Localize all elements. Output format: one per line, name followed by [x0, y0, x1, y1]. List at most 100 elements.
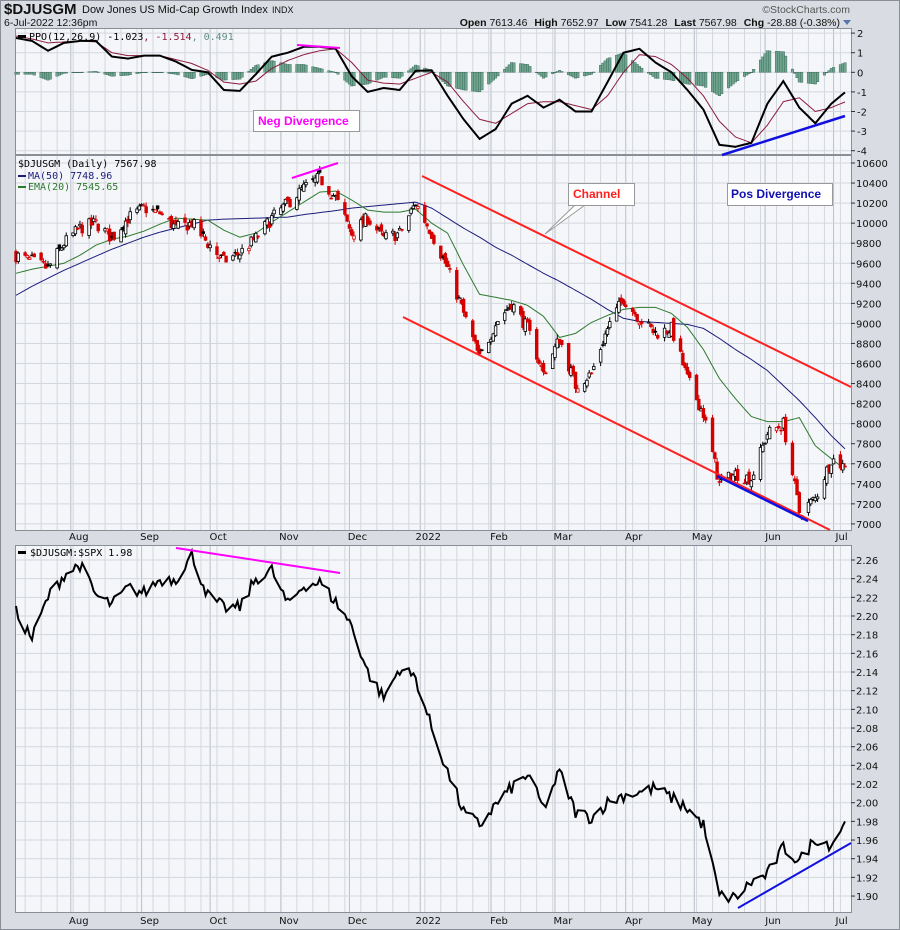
ppo-histogram-bar [128, 72, 132, 76]
candle-body [790, 442, 795, 476]
channel-label: Channel [573, 187, 620, 201]
y-tick-label: -1 [857, 88, 867, 99]
y-tick-label: 8200 [856, 400, 881, 411]
candle-body [779, 429, 783, 432]
ratio-legend-name: $DJUSGM:$SPX 1.98 [30, 548, 132, 559]
candle-body [598, 349, 603, 363]
candle-body [761, 444, 765, 453]
month-label-jul: Jul [835, 532, 848, 543]
ppo-histogram-bar [64, 72, 68, 74]
ppo-histogram-bar [544, 72, 548, 78]
y-tick-label: 1 [857, 49, 863, 60]
candle-body [423, 204, 427, 223]
candle-body [806, 501, 811, 513]
candle-body [352, 235, 356, 240]
candle-body [222, 251, 226, 256]
header: $DJUSGM Dow Jones US Mid-Cap Growth Inde… [4, 1, 851, 29]
ppo-histogram-bar [16, 72, 20, 75]
candle-body [73, 226, 78, 235]
ppo-histogram-bar [144, 72, 148, 74]
ppo-histogram-bar [32, 72, 36, 76]
y-tick-label: 7400 [856, 480, 881, 491]
candle-body [55, 248, 59, 269]
ppo-histogram-bar [448, 72, 452, 87]
candle-body [201, 231, 205, 234]
ppo-histogram-bar [320, 68, 324, 73]
candle-body [411, 205, 416, 209]
candle-body [345, 214, 349, 222]
y-tick-label: 9600 [856, 259, 881, 270]
candle-body [566, 343, 571, 372]
candle-body [199, 219, 203, 237]
candle-body [589, 372, 594, 375]
ppo-histogram-bar [784, 55, 788, 73]
ema20-legend: EMA(20) 7545.65 [28, 182, 118, 193]
ppo-histogram-bar [790, 68, 794, 73]
candle-body [573, 371, 578, 389]
candle-body [283, 198, 288, 205]
candle-body [571, 365, 575, 375]
y-tick-label: 2.02 [856, 780, 878, 791]
candle-body [48, 263, 52, 266]
candle-body [523, 318, 527, 332]
ppo-histogram-bar [176, 72, 180, 76]
y-tick-label: 2.06 [856, 743, 878, 754]
candle-body [365, 216, 370, 225]
neg-divergence-label: Neg Divergence [258, 114, 349, 128]
candle-body [128, 211, 132, 221]
candle-body [637, 322, 642, 326]
y-tick-label: 2.26 [856, 556, 878, 567]
candle-body [59, 247, 64, 251]
candle-body [703, 416, 708, 421]
candle-body [240, 247, 244, 254]
high-label: High [534, 17, 557, 29]
dropdown-arrow-icon[interactable] [843, 20, 851, 25]
candle-body [576, 388, 580, 393]
month-label-apr: Apr [625, 916, 643, 927]
candle-body [270, 215, 274, 225]
ppo-histogram-bar [752, 69, 756, 73]
candle-body [653, 330, 658, 333]
ppo-histogram-bar [331, 71, 335, 73]
ppo-histogram-bar [160, 72, 164, 74]
month-label-mar: Mar [554, 532, 574, 543]
candle-body [185, 225, 189, 231]
pos-divergence-box [727, 183, 833, 206]
candle-body [256, 235, 260, 238]
candle-body [443, 253, 448, 264]
ppo-histogram-bar [688, 72, 692, 85]
candle-body [797, 492, 802, 513]
ratio-neg-divergence-line [175, 547, 341, 574]
ma50-legend-swatch [18, 175, 26, 177]
candle-body [267, 221, 272, 228]
candle-body [585, 379, 589, 387]
candle-body [582, 383, 587, 392]
candle-body [831, 458, 836, 465]
candle-body [28, 257, 32, 260]
ppo-plot [14, 35, 847, 148]
low-label: Low [605, 17, 627, 29]
candle-body [464, 311, 468, 318]
candle-body [71, 232, 75, 237]
y-tick-label: 2.00 [856, 799, 878, 810]
ratio-panel [15, 545, 852, 913]
candle-body [295, 197, 299, 210]
ppo-histogram-bar [240, 72, 244, 78]
candle-body [751, 474, 756, 480]
ppo-histogram-bar [592, 71, 596, 73]
ppo-histogram-bar [512, 62, 516, 73]
month-label-jun: Jun [764, 532, 781, 543]
candle-body [80, 224, 84, 234]
hist-legend-value: , 0.491 [192, 32, 234, 43]
month-label-dec: Dec [348, 532, 367, 543]
candle-body [297, 187, 301, 201]
candle-body [416, 206, 420, 209]
candle-body [795, 479, 799, 496]
index-name: Dow Jones US Mid-Cap Growth Index [82, 4, 268, 16]
candle-body [238, 254, 242, 260]
ppo-histogram-bar [496, 72, 500, 77]
month-label-jul: Jul [835, 916, 848, 927]
candle-body [215, 246, 219, 256]
candle-body [553, 345, 557, 358]
y-tick-label: 1.98 [856, 817, 878, 828]
